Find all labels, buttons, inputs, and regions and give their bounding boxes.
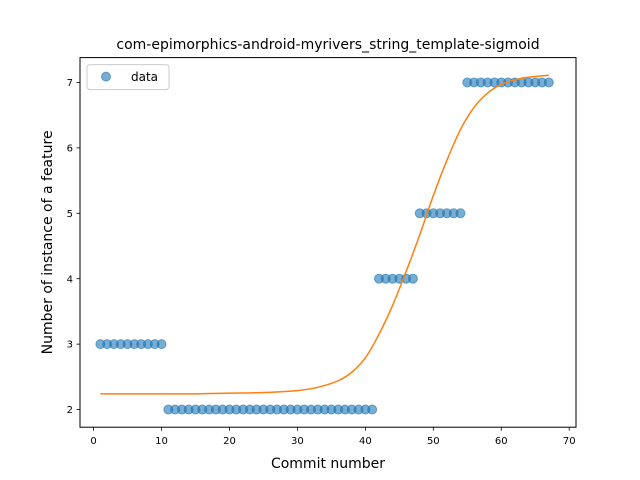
x-tick-label: 0 — [90, 436, 96, 447]
x-tick-label: 30 — [291, 436, 304, 447]
chart-title: com-epimorphics-android-myrivers_string_… — [116, 37, 539, 53]
x-tick-label: 10 — [155, 436, 168, 447]
data-point — [543, 77, 554, 88]
legend: data — [86, 64, 170, 91]
y-tick-label: 4 — [67, 274, 73, 285]
y-axis-title: Number of instance of a feature — [40, 130, 56, 354]
y-axis: 2 3 4 5 6 7 — [67, 78, 80, 416]
plot-area — [95, 74, 554, 415]
data-point — [367, 404, 378, 415]
x-tick-label: 70 — [563, 436, 576, 447]
data-point — [455, 208, 466, 219]
sigmoid-fit-line — [100, 74, 549, 395]
y-tick-label: 5 — [67, 209, 73, 220]
x-tick-label: 20 — [223, 436, 236, 447]
x-axis: 0 10 20 30 40 50 60 70 — [90, 427, 576, 447]
data-point — [407, 273, 418, 284]
x-tick-label: 50 — [427, 436, 440, 447]
y-tick-label: 3 — [67, 340, 73, 351]
x-tick-label: 40 — [359, 436, 372, 447]
legend-marker-icon — [101, 71, 111, 82]
y-tick-label: 7 — [67, 78, 73, 89]
legend-label: data — [131, 70, 158, 84]
y-tick-label: 2 — [67, 405, 73, 416]
y-tick-label: 6 — [67, 143, 73, 154]
x-axis-title: Commit number — [271, 456, 385, 472]
axes-frame — [79, 57, 577, 428]
legend-box — [86, 64, 170, 91]
x-tick-label: 60 — [495, 436, 508, 447]
data-point — [156, 339, 167, 350]
